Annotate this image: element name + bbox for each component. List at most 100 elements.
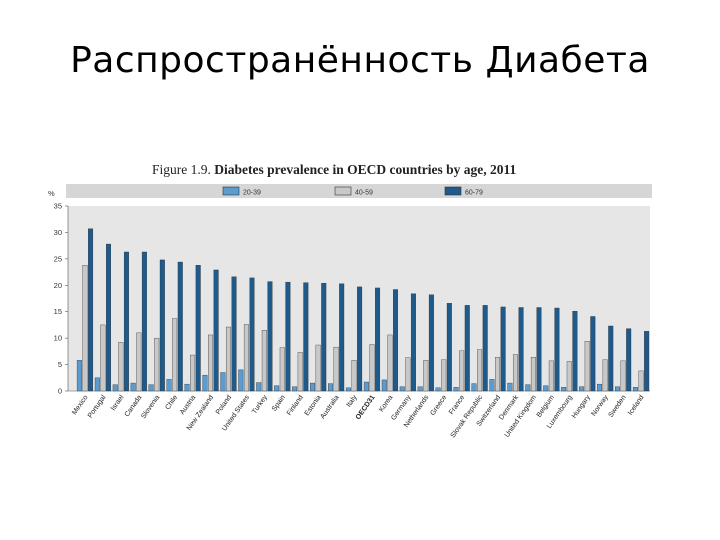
bar [417, 386, 423, 392]
bar [399, 386, 405, 392]
x-tick-label: Israel [110, 394, 126, 412]
bar [369, 344, 375, 392]
bar [112, 384, 118, 392]
bar [428, 294, 434, 392]
x-tick-label: Portugal [87, 394, 108, 420]
bar [328, 383, 333, 392]
legend-label: 40-59 [355, 190, 373, 197]
bar [518, 307, 524, 392]
x-tick-label: Korea [378, 394, 395, 413]
bar [393, 289, 398, 392]
bar [608, 325, 614, 392]
bar [213, 269, 219, 392]
bar [351, 360, 357, 392]
bar [495, 356, 501, 392]
bar [530, 356, 536, 392]
bar [482, 305, 488, 392]
bar [243, 324, 249, 392]
bar [615, 386, 620, 392]
x-tick-label: Spain [271, 394, 287, 413]
bar [632, 387, 638, 392]
figure-number: Figure 1.9. [152, 162, 211, 177]
y-axis-label: % [48, 189, 55, 198]
bar [297, 352, 303, 392]
bar [279, 347, 285, 392]
bar [441, 359, 447, 392]
bar [256, 382, 262, 392]
bar [100, 324, 106, 392]
bar [141, 251, 147, 392]
bar [148, 384, 154, 392]
bar [249, 277, 255, 392]
figure-caption: Diabetes prevalence in OECD countries by… [214, 162, 517, 177]
bar [310, 382, 316, 392]
bar [82, 265, 88, 392]
bar [285, 281, 291, 392]
bar [303, 282, 309, 392]
bar [292, 386, 298, 392]
x-tick-label: Italy [346, 394, 359, 409]
bar [195, 265, 201, 392]
bar [602, 359, 608, 392]
bar [590, 316, 596, 392]
bar [123, 251, 129, 392]
bar [572, 311, 578, 392]
bar [315, 344, 321, 392]
bar [507, 382, 513, 392]
y-tick-label: 30 [54, 228, 62, 237]
x-tick-label: Finland [286, 394, 305, 417]
bar [202, 374, 208, 392]
bar [453, 387, 459, 392]
bar [459, 350, 465, 392]
bar [190, 354, 196, 392]
bar [561, 387, 567, 392]
bar [76, 360, 82, 392]
bar [597, 383, 603, 392]
bar [345, 387, 351, 392]
x-tick-label: Poland [215, 394, 233, 416]
y-tick-label: 35 [54, 202, 62, 211]
bar [536, 307, 542, 392]
x-tick-label: France [448, 394, 466, 416]
bar [566, 361, 572, 392]
bar [238, 369, 244, 392]
bar [172, 318, 178, 392]
bar-chart: 20-39 40-59 60-79% 0 5 10 15 20 25 30 35 MexicoPort… [48, 184, 652, 439]
bar [118, 342, 124, 392]
bar [477, 349, 483, 392]
bar [166, 379, 172, 392]
figure-title: Figure 1.9. Diabetes prevalence in OECD … [152, 162, 516, 178]
bar [464, 305, 470, 392]
x-tick-label: Chile [164, 394, 179, 411]
x-tick-label: Iceland [627, 394, 646, 417]
bar [525, 384, 531, 392]
bar [489, 379, 495, 392]
bar [159, 259, 165, 392]
bar [435, 387, 441, 392]
bar [471, 383, 477, 392]
y-tick-label: 15 [54, 307, 62, 316]
bar [136, 332, 142, 392]
bar [208, 334, 214, 392]
bar [512, 354, 518, 392]
bar [267, 281, 273, 392]
bar [375, 287, 381, 392]
x-tick-label: Turkey [251, 394, 269, 416]
bar [644, 331, 650, 392]
bar [106, 243, 111, 392]
bar [446, 303, 452, 392]
bar [184, 383, 190, 392]
x-tick-label: Greece [429, 394, 448, 417]
bar [543, 385, 549, 392]
bar [500, 306, 506, 392]
chart-container: 20-39 40-59 60-79% 0 5 10 15 20 25 30 35 Mexico Port… [40, 180, 680, 470]
bar [387, 334, 393, 392]
bar [177, 261, 183, 392]
bar [154, 337, 160, 392]
legend-swatch [334, 186, 352, 196]
bar [381, 379, 387, 392]
bar [405, 357, 411, 392]
x-tick-label: Hungary [571, 394, 592, 420]
bar [339, 283, 345, 392]
y-tick-label: 5 [58, 360, 62, 369]
